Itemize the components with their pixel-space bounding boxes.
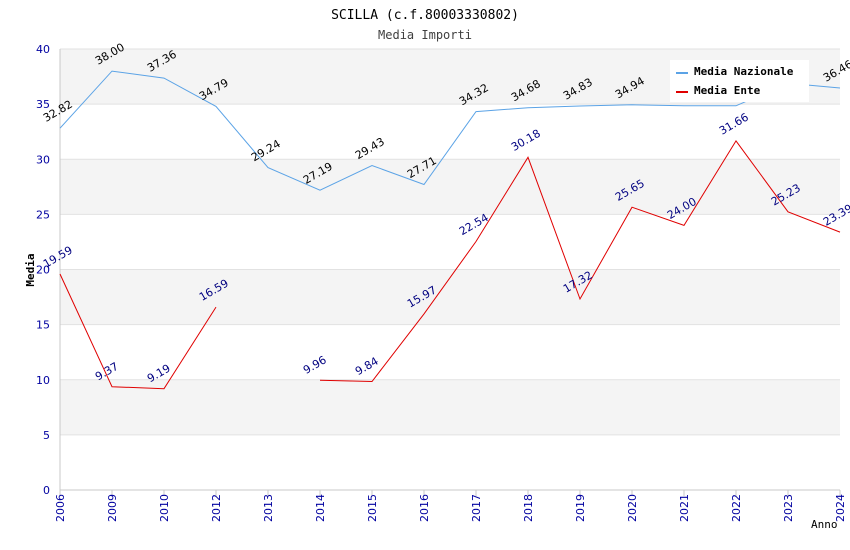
grid-band: [60, 379, 840, 435]
data-label: 31.66: [717, 111, 751, 138]
series-line-ente: [319, 140, 841, 383]
x-axis-ticks: 2006 2009 2010 2012 2013 2014 2015 2016 2017 2018…: [54, 490, 847, 522]
y-axis-label: Media: [24, 253, 37, 286]
x-tick-label: 2013: [262, 494, 275, 522]
x-tick-label: 2014: [314, 494, 327, 522]
axes: [59, 49, 840, 491]
x-tick-label: 2009: [106, 494, 119, 522]
x-tick-label: 2023: [782, 494, 795, 522]
y-tick-label: 30: [36, 153, 50, 166]
x-tick-label: 2019: [574, 494, 587, 522]
chart-subtitle: Media Importi: [378, 28, 472, 42]
x-tick-label: 2006: [54, 494, 67, 522]
legend-box: [670, 60, 809, 102]
data-label: 9.96: [301, 353, 329, 377]
y-axis-ticks: 0 5 10 15 20 25 30 35 40: [36, 43, 50, 497]
y-tick-label: 25: [36, 208, 50, 221]
y-tick-label: 5: [43, 429, 50, 442]
grid-lines: [60, 48, 840, 491]
y-tick-label: 35: [36, 98, 50, 111]
data-label: 9.84: [353, 355, 381, 379]
legend-label-nazionale: Media Nazionale: [694, 65, 794, 78]
x-tick-label: 2016: [418, 494, 431, 522]
x-tick-label: 2021: [678, 494, 691, 522]
chart-title: SCILLA (c.f.80003330802): [331, 8, 519, 23]
x-tick-label: 2010: [158, 494, 171, 522]
data-label: 30.18: [509, 127, 543, 154]
series-line-nazionale: [59, 70, 841, 191]
grid-band: [60, 269, 840, 325]
y-tick-label: 15: [36, 319, 50, 332]
y-tick-label: 10: [36, 374, 50, 387]
data-label: 22.54: [457, 211, 491, 238]
x-tick-label: 2022: [730, 494, 743, 522]
x-axis-label: Anno: [811, 518, 838, 531]
x-tick-label: 2017: [470, 494, 483, 522]
y-tick-label: 20: [36, 264, 50, 277]
series-line-ente: [59, 273, 217, 390]
x-tick-label: 2018: [522, 494, 535, 522]
data-label: 19.59: [41, 244, 75, 271]
grid-bands: [60, 49, 840, 435]
series-lines: [59, 70, 841, 390]
legend: Media Nazionale Media Ente: [670, 60, 809, 102]
x-tick-label: 2015: [366, 494, 379, 522]
x-tick-label: 2024: [834, 494, 847, 522]
x-tick-label: 2012: [210, 494, 223, 522]
y-tick-label: 40: [36, 43, 50, 56]
y-tick-label: 0: [43, 484, 50, 497]
legend-label-ente: Media Ente: [694, 84, 761, 97]
grid-band: [60, 159, 840, 215]
data-label: 29.43: [353, 135, 387, 162]
x-tick-label: 2020: [626, 494, 639, 522]
